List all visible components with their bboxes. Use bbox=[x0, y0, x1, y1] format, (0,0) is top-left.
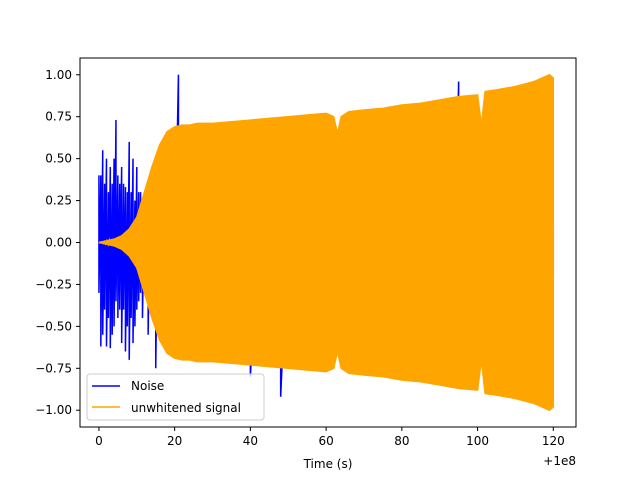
y-tick-label: −1.00 bbox=[35, 403, 72, 417]
x-offset-label: +1e8 bbox=[543, 454, 576, 468]
y-tick-label: 0.25 bbox=[45, 194, 72, 208]
x-tick-label: 40 bbox=[243, 434, 258, 448]
series-unwhitened-signal-line bbox=[98, 167, 153, 314]
x-axis-label: Time (s) bbox=[303, 457, 353, 471]
x-tick-label: 60 bbox=[318, 434, 333, 448]
y-tick-label: −0.50 bbox=[35, 319, 72, 333]
plot-area bbox=[98, 73, 555, 412]
x-tick-label: 120 bbox=[542, 434, 565, 448]
y-tick-label: −0.75 bbox=[35, 361, 72, 375]
x-tick-label: 80 bbox=[394, 434, 409, 448]
y-tick-label: 0.00 bbox=[45, 236, 72, 250]
legend-label-noise: Noise bbox=[131, 379, 164, 393]
legend-label-unwhitened-signal: unwhitened signal bbox=[131, 401, 241, 415]
legend-box bbox=[86, 373, 265, 421]
series-unwhitened-signal-fill bbox=[98, 73, 555, 412]
y-tick-label: 0.50 bbox=[45, 152, 72, 166]
x-axis: 0 20 40 60 80 100 120 bbox=[95, 427, 565, 448]
y-axis: −1.00 −0.75 −0.50 −0.25 0.00 0.25 0.50 0.75 1.00 bbox=[35, 68, 80, 417]
y-tick-label: −0.25 bbox=[35, 277, 72, 291]
x-tick-label: 20 bbox=[167, 434, 182, 448]
y-tick-label: 0.75 bbox=[45, 110, 72, 124]
y-tick-label: 1.00 bbox=[45, 68, 72, 82]
x-tick-label: 0 bbox=[95, 434, 103, 448]
legend: Noise unwhitened signal bbox=[86, 373, 265, 421]
x-tick-label: 100 bbox=[466, 434, 489, 448]
